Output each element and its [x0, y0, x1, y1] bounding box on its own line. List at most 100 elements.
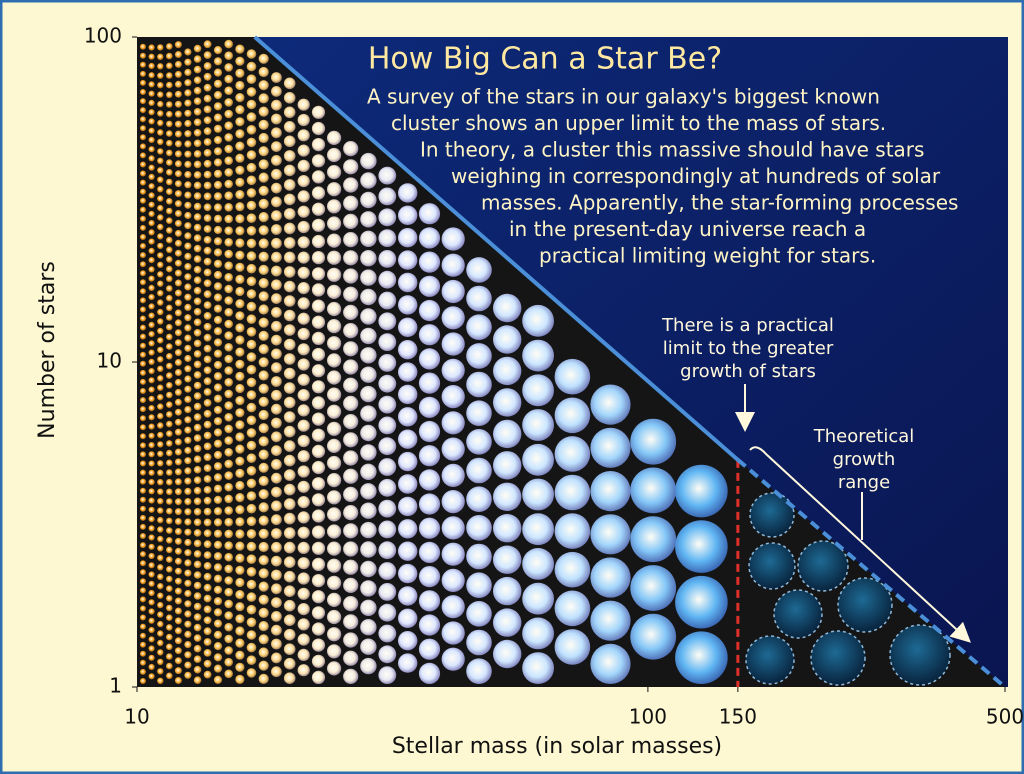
star — [466, 257, 492, 283]
x-tick-label: 100 — [629, 705, 667, 729]
star — [203, 420, 212, 429]
star — [166, 653, 173, 660]
star — [235, 177, 245, 187]
star — [140, 587, 146, 594]
star — [193, 276, 202, 285]
star — [235, 432, 245, 442]
star — [148, 53, 155, 60]
star — [184, 559, 192, 567]
star — [203, 562, 212, 570]
star — [157, 460, 164, 467]
star — [246, 453, 257, 464]
star — [184, 79, 192, 87]
star — [166, 207, 173, 215]
star — [246, 251, 257, 261]
star — [148, 90, 155, 97]
star — [166, 294, 173, 302]
star — [184, 385, 192, 393]
star — [184, 58, 192, 66]
star — [174, 438, 182, 446]
star — [184, 651, 192, 659]
star — [203, 214, 212, 223]
star — [311, 541, 326, 555]
star — [157, 129, 164, 136]
star — [140, 351, 146, 358]
star — [166, 81, 173, 89]
star — [157, 365, 164, 372]
star — [283, 266, 296, 278]
star — [203, 94, 212, 103]
star — [311, 460, 326, 475]
star — [148, 99, 155, 106]
star — [203, 616, 212, 625]
star — [271, 652, 282, 664]
star — [224, 331, 233, 340]
star — [235, 553, 245, 563]
star — [193, 634, 202, 642]
star — [327, 438, 342, 453]
theoretical-star — [748, 542, 796, 590]
star — [246, 579, 257, 590]
star — [378, 270, 397, 289]
star — [193, 360, 202, 369]
star — [184, 426, 192, 434]
star — [398, 183, 418, 203]
star — [224, 86, 233, 95]
star — [140, 306, 146, 313]
star — [184, 630, 192, 639]
star — [203, 399, 212, 407]
star — [184, 68, 192, 76]
star — [148, 469, 155, 476]
star — [224, 471, 233, 480]
star — [327, 541, 342, 556]
star — [398, 451, 418, 472]
star — [378, 250, 397, 268]
star — [157, 507, 164, 514]
star — [271, 583, 282, 595]
star — [166, 169, 173, 176]
star — [271, 86, 282, 97]
star — [327, 404, 342, 419]
star — [224, 424, 233, 434]
star — [224, 156, 233, 165]
star — [271, 155, 282, 166]
star — [235, 274, 245, 284]
star — [174, 667, 182, 675]
star — [224, 214, 233, 224]
star — [466, 543, 492, 570]
star — [184, 354, 192, 363]
star — [224, 646, 233, 655]
star — [522, 617, 554, 650]
star — [283, 440, 296, 452]
x-tick-label: 150 — [719, 705, 757, 729]
star — [203, 627, 212, 636]
star — [140, 107, 146, 114]
annotation-line: growth — [833, 449, 896, 470]
star — [297, 236, 310, 249]
star — [398, 631, 418, 651]
star — [311, 251, 326, 265]
star — [140, 451, 146, 458]
star — [297, 205, 310, 218]
star — [213, 372, 223, 381]
star — [184, 232, 192, 240]
theoretical-star — [810, 630, 866, 686]
star — [166, 575, 173, 583]
star — [157, 186, 164, 193]
star — [327, 644, 342, 659]
star — [174, 279, 182, 287]
star — [522, 443, 554, 476]
star — [246, 263, 257, 274]
star — [148, 164, 155, 171]
star — [148, 183, 155, 190]
star — [360, 463, 377, 480]
star — [193, 181, 202, 190]
star — [246, 516, 257, 527]
star — [378, 166, 397, 185]
star — [297, 496, 310, 509]
star — [466, 371, 492, 398]
star — [271, 445, 282, 456]
star — [271, 500, 282, 512]
star — [360, 619, 377, 636]
star — [193, 581, 202, 590]
